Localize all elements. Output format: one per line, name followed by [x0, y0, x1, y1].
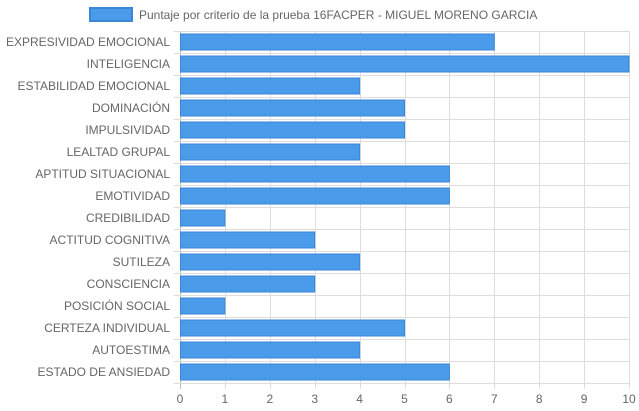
x-tick-label: 5 [401, 392, 408, 406]
category-label: EXPRESIVIDAD EMOCIONAL [6, 35, 170, 49]
x-tick-label: 2 [266, 392, 273, 406]
chart-legend[interactable]: Puntaje por criterio de la prueba 16FACP… [89, 7, 537, 22]
category-label: CERTEZA INDIVIDUAL [44, 321, 170, 335]
x-tick-label: 4 [356, 392, 363, 406]
category-label: AUTOESTIMA [92, 343, 170, 357]
bar[interactable] [180, 99, 405, 117]
bar[interactable] [180, 77, 361, 95]
legend-swatch [89, 7, 133, 22]
x-tick-label: 9 [581, 392, 588, 406]
x-tick-label: 7 [491, 392, 498, 406]
category-label: INTELIGENCIA [87, 57, 170, 71]
bar[interactable] [180, 231, 316, 249]
x-tick-label: 8 [536, 392, 543, 406]
x-tick-label: 3 [311, 392, 318, 406]
bar[interactable] [180, 363, 450, 381]
category-labels: EXPRESIVIDAD EMOCIONAL INTELIGENCIA ESTABI… [6, 35, 170, 379]
category-label: SUTILEZA [113, 255, 170, 269]
category-label: ESTABILIDAD EMOCIONAL [18, 79, 171, 93]
category-label: EMOTIVIDAD [95, 189, 170, 203]
x-tick-label: 0 [177, 392, 184, 406]
legend-label: Puntaje por criterio de la prueba 16FACP… [139, 8, 537, 22]
category-label: POSICIÓN SOCIAL [64, 298, 170, 313]
bar[interactable] [180, 319, 405, 337]
bar[interactable] [180, 297, 226, 315]
bar[interactable] [180, 121, 405, 139]
category-label: DOMINACIÓN [92, 100, 170, 115]
category-label: APTITUD SITUACIONAL [35, 167, 170, 181]
bar[interactable] [180, 341, 361, 359]
category-label: ACTITUD COGNITIVA [50, 233, 170, 247]
grid-lines [174, 31, 630, 389]
bar[interactable] [180, 187, 450, 205]
bar[interactable] [180, 253, 361, 271]
bars [180, 33, 630, 381]
category-label: ESTADO DE ANSIEDAD [38, 365, 171, 379]
bar[interactable] [180, 33, 495, 51]
x-tick-label: 6 [446, 392, 453, 406]
category-label: CONSCIENCIA [87, 277, 170, 291]
bar[interactable] [180, 165, 450, 183]
category-label: IMPULSIVIDAD [85, 123, 170, 137]
bar[interactable] [180, 55, 630, 73]
bar[interactable] [180, 143, 361, 161]
bar[interactable] [180, 275, 316, 293]
bar[interactable] [180, 209, 226, 227]
category-label: CREDIBILIDAD [86, 211, 170, 225]
category-label: LEALTAD GRUPAL [67, 145, 171, 159]
x-tick-labels: 0 1 2 3 4 5 6 7 8 9 10 [177, 392, 636, 406]
x-tick-label: 10 [622, 392, 636, 406]
x-tick-label: 1 [222, 392, 229, 406]
